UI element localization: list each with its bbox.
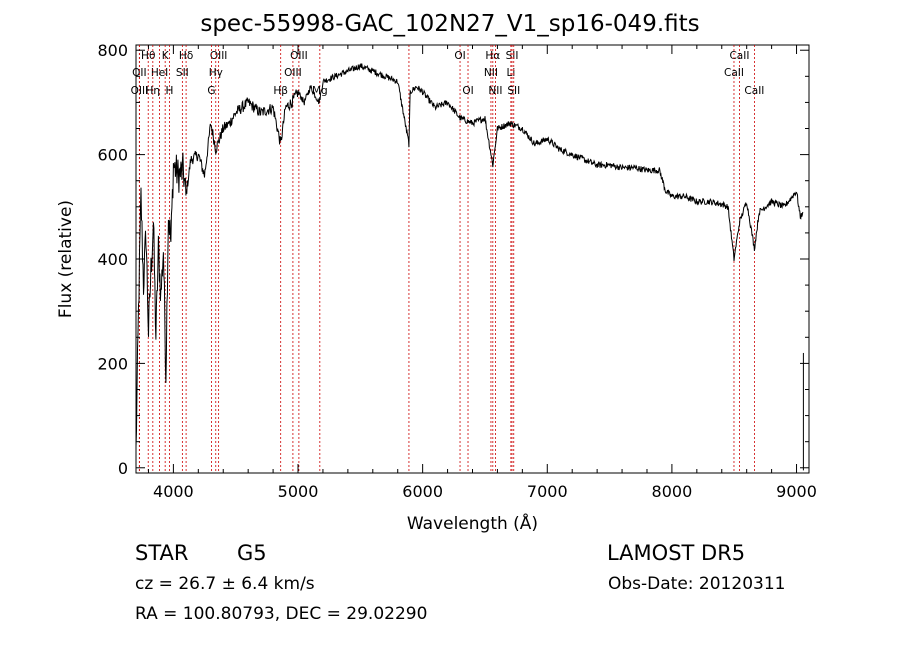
line-label: OIII <box>284 67 302 79</box>
line-label: SII <box>176 67 189 79</box>
y-tick-label: 0 <box>118 459 128 478</box>
y-tick-label: 800 <box>97 41 128 60</box>
line-label: CaII <box>744 85 764 97</box>
line-label: K <box>162 50 170 62</box>
line-label: NII <box>488 85 502 97</box>
line-label: CaII <box>729 50 749 62</box>
coordinates-text: RA = 100.80793, DEC = 29.02290 <box>135 604 428 624</box>
x-tick-label: 5000 <box>278 482 319 501</box>
line-label: Hδ <box>179 50 193 62</box>
spectrum-line <box>135 63 804 447</box>
line-label: HeI <box>151 67 168 79</box>
x-tick-label: 7000 <box>527 482 568 501</box>
line-label: Li <box>506 67 515 79</box>
x-tick-label: 4000 <box>153 482 194 501</box>
redshift-text: cz = 26.7 ± 6.4 km/s <box>135 574 315 594</box>
y-tick-label: 400 <box>97 250 128 269</box>
line-label: Hη <box>146 85 161 97</box>
line-label: G <box>207 85 215 97</box>
observation-date: Obs-Date: 20120311 <box>608 574 786 594</box>
y-tick-label: 600 <box>97 146 128 165</box>
x-tick-label: 9000 <box>776 482 817 501</box>
line-label: CaII <box>724 67 744 79</box>
x-axis-label: Wavelength (Å) <box>407 512 538 534</box>
line-label: Hβ <box>273 85 288 97</box>
plot-frame <box>135 44 810 474</box>
line-label: Mg <box>312 85 328 97</box>
line-label: OI <box>454 50 465 62</box>
object-class: STAR <box>135 541 189 565</box>
line-label: OIII <box>131 85 149 97</box>
x-tick-label: 6000 <box>402 482 443 501</box>
line-label: OIII <box>210 50 228 62</box>
survey-name: LAMOST DR5 <box>607 541 746 565</box>
line-label: OIII <box>290 50 308 62</box>
line-label: SII <box>507 85 520 97</box>
line-label: NII <box>484 67 498 79</box>
x-tick-label: 8000 <box>652 482 693 501</box>
line-label: Hθ <box>141 50 155 62</box>
line-label: OI <box>462 85 473 97</box>
line-label: SII <box>506 50 519 62</box>
y-axis-label: Flux (relative) <box>56 200 76 318</box>
object-subclass: G5 <box>237 541 267 565</box>
y-tick-label: 200 <box>97 354 128 373</box>
chart-title: spec-55998-GAC_102N27_V1_sp16-049.fits <box>200 11 700 37</box>
line-label: H <box>165 85 173 97</box>
line-label: Hα <box>485 50 500 62</box>
line-label: Hγ <box>209 67 223 79</box>
